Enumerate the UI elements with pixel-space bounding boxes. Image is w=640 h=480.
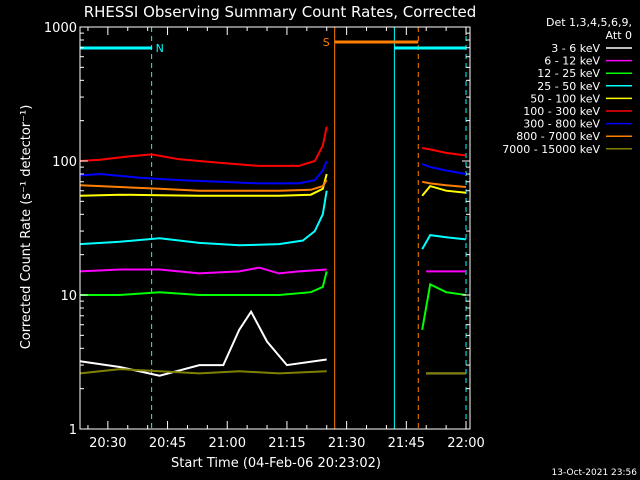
series-line-6-1 xyxy=(421,163,467,175)
plot-frame xyxy=(79,26,471,430)
x-axis-ticks: 20:30 20:45 21:00 21:15 21:30 21:45 22:00 xyxy=(87,27,485,451)
chart-title: RHESSI Observing Summary Count Rates, Co… xyxy=(84,3,477,21)
series-5 xyxy=(79,126,467,167)
legend-label-7: 800 - 7000 keV xyxy=(516,130,600,143)
legend-label-3: 25 - 50 keV xyxy=(537,80,600,93)
legend-label-8: 7000 - 15000 keV xyxy=(502,143,600,156)
series-line-5-1 xyxy=(422,147,467,157)
series-line-8-0 xyxy=(79,368,327,375)
series-6 xyxy=(79,160,467,185)
series-lines xyxy=(79,126,467,377)
y-tick-label-1: 10 xyxy=(60,289,77,304)
series-line-5-0 xyxy=(79,126,328,167)
series-7 xyxy=(79,179,467,192)
y-axis-label: Corrected Count Rate (s⁻¹ detector⁻¹) xyxy=(19,105,34,350)
series-line-4-1 xyxy=(421,184,467,197)
series-line-4-0 xyxy=(79,173,328,197)
series-line-7-0 xyxy=(79,179,328,192)
series-line-7-1 xyxy=(422,180,467,188)
series-line-3-1 xyxy=(421,234,467,250)
legend-header-1: Att 0 xyxy=(606,29,632,42)
series-1 xyxy=(79,266,466,275)
flag-label-1: S xyxy=(323,36,330,49)
x-tick-label-4: 21:30 xyxy=(328,436,365,451)
y-tick-label-2: 100 xyxy=(52,155,77,170)
series-line-0-0 xyxy=(79,309,327,377)
series-line-6-0 xyxy=(79,160,328,185)
series-3 xyxy=(79,190,467,250)
y-tick-label-0: 1 xyxy=(69,423,77,438)
series-line-2-1 xyxy=(421,282,467,330)
series-line-1-0 xyxy=(79,266,327,275)
series-2 xyxy=(80,271,467,330)
flag-label-0: N xyxy=(156,42,164,55)
legend-header-0: Det 1,3,4,5,6,9, xyxy=(546,16,632,29)
legend-label-0: 3 - 6 keV xyxy=(551,42,600,55)
footer-date: 13-Oct-2021 23:56 xyxy=(552,468,638,478)
x-tick-label-5: 21:45 xyxy=(388,436,425,451)
x-tick-label-2: 21:00 xyxy=(209,436,246,451)
x-tick-label-3: 21:15 xyxy=(268,436,305,451)
legend-label-5: 100 - 300 keV xyxy=(523,105,600,118)
x-axis-label: Start Time (04-Feb-06 20:23:02) xyxy=(171,456,381,471)
legend-label-1: 6 - 12 keV xyxy=(544,55,600,68)
legend-label-4: 50 - 100 keV xyxy=(530,92,600,105)
series-4 xyxy=(79,173,467,197)
x-tick-label-1: 20:45 xyxy=(149,436,186,451)
legend-label-2: 12 - 25 keV xyxy=(537,67,600,80)
series-8 xyxy=(79,368,466,375)
x-tick-label-0: 20:30 xyxy=(89,436,126,451)
legend-label-6: 300 - 800 keV xyxy=(523,118,600,131)
series-line-3-0 xyxy=(79,190,328,247)
y-tick-label-3: 1000 xyxy=(44,21,77,36)
x-tick-label-6: 22:00 xyxy=(447,436,484,451)
series-line-2-0 xyxy=(80,271,328,296)
y-axis-ticks: 1 10 100 1000 xyxy=(44,21,470,438)
